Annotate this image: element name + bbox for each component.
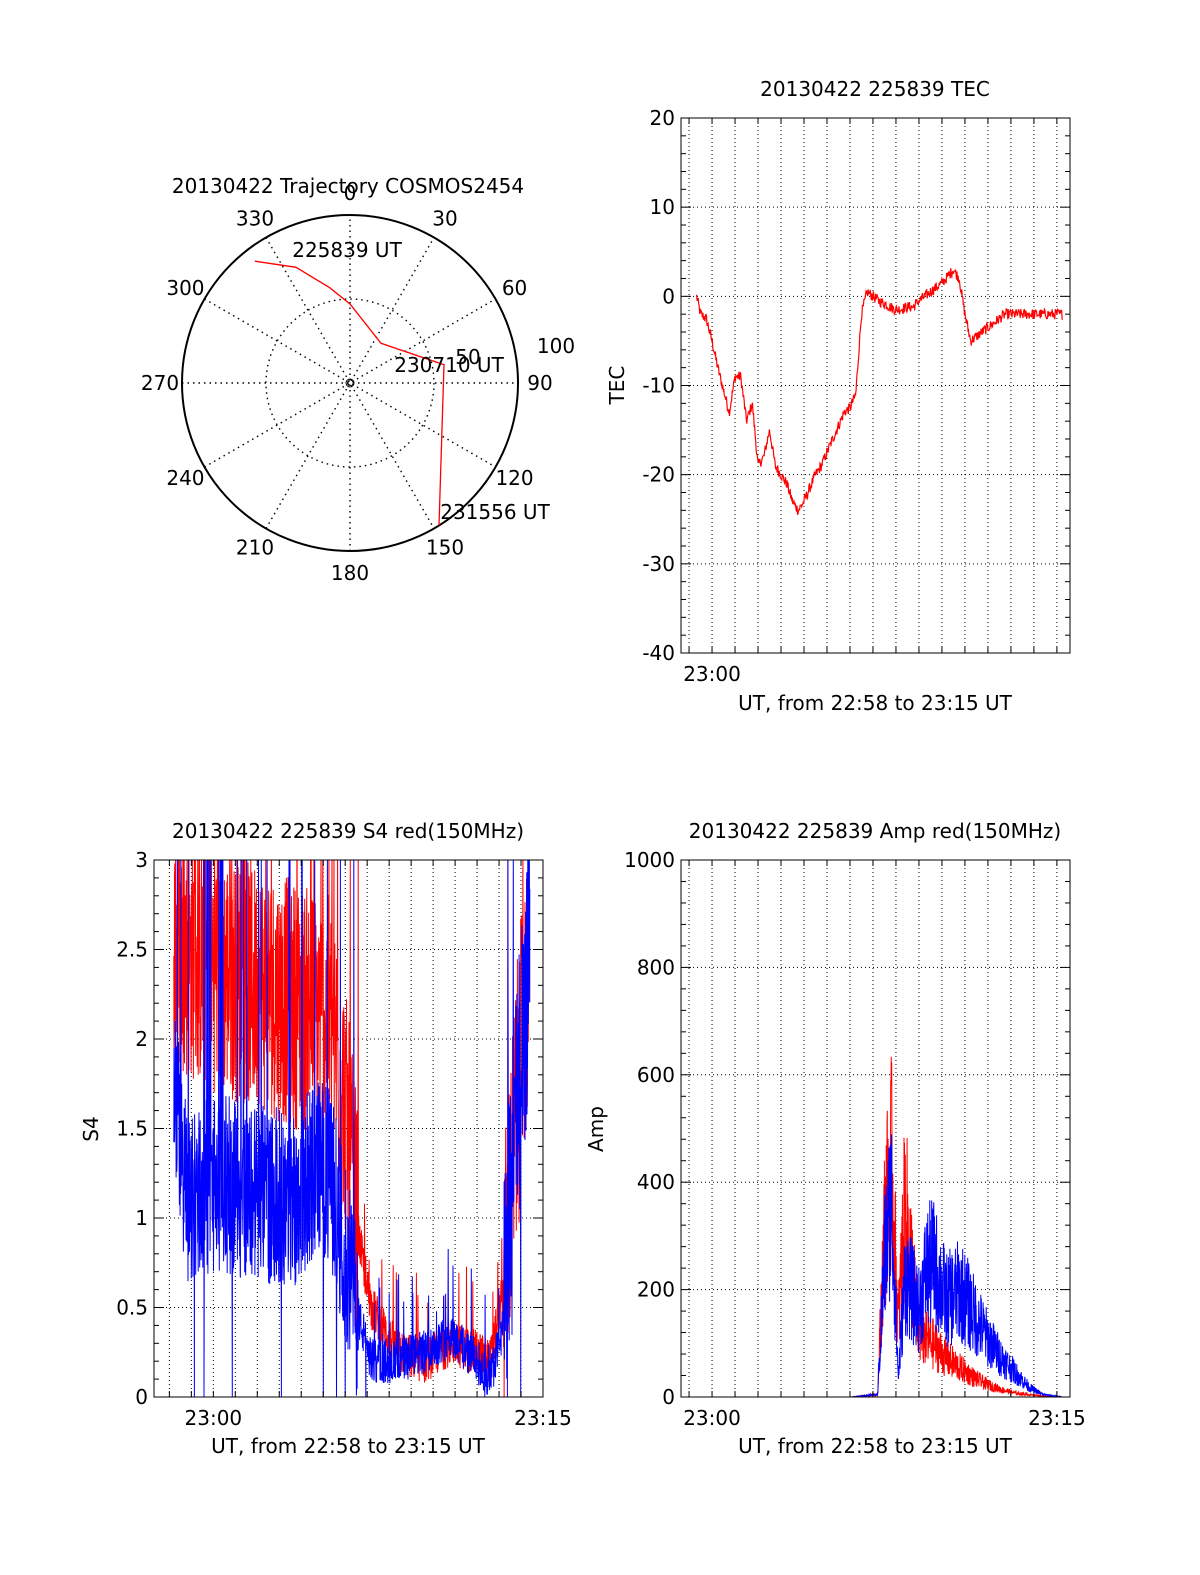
tec-line-chart: 20130422 225839 TEC UT, from 22:58 to 23… [605, 77, 1071, 715]
amp-y-tick-label: 1000 [624, 848, 675, 872]
tec-y-tick-label: 20 [650, 106, 675, 130]
polar-angle-label: 0 [344, 181, 357, 205]
polar-angle-label: 330 [236, 206, 274, 230]
s4-y-axis-label: S4 [79, 1116, 103, 1141]
polar-spoke [204, 298, 496, 468]
s4-series-blue [173, 860, 531, 1397]
polar-angle-label: 180 [331, 561, 369, 585]
tec-x-tick-label: 23:00 [683, 662, 741, 686]
polar-angle-label: 240 [166, 466, 204, 490]
tec-y-tick-label: 10 [650, 195, 675, 219]
polar-radial-label: 100 [537, 334, 575, 358]
polar-spoke [265, 237, 435, 529]
tec-chart-title: 20130422 225839 TEC [760, 77, 990, 101]
s4-chart-title: 20130422 225839 S4 red(150MHz) [172, 819, 524, 843]
tec-series-red [696, 268, 1063, 516]
polar-angle-label: 30 [432, 206, 457, 230]
polar-angle-label: 270 [141, 371, 179, 395]
tec-y-tick-label: -20 [642, 463, 675, 487]
polar-angle-label: 90 [527, 371, 552, 395]
s4-y-tick-label: 3 [135, 848, 148, 872]
s4-y-tick-label: 2 [135, 1027, 148, 1051]
amp-y-axis-label: Amp [584, 1106, 608, 1152]
polar-spoke [265, 237, 435, 529]
s4-series-red [173, 860, 531, 1397]
amp-series-red [698, 1056, 1064, 1397]
polar-inner-ring [265, 298, 435, 468]
polar-angle-label: 210 [236, 536, 274, 560]
tec-y-tick-label: 0 [662, 284, 675, 308]
amp-chart-title: 20130422 225839 Amp red(150MHz) [689, 819, 1061, 843]
amp-y-tick-label: 200 [637, 1278, 675, 1302]
polar-angle-label: 120 [495, 466, 533, 490]
amp-y-tick-label: 400 [637, 1170, 675, 1194]
tec-plot-frame [680, 117, 1071, 654]
tec-y-tick-label: -10 [642, 374, 675, 398]
amp-x-tick-label: 23:15 [1028, 1406, 1086, 1430]
s4-line-chart: 20130422 225839 S4 red(150MHz) UT, from … [79, 819, 572, 1458]
tec-x-axis-label: UT, from 22:58 to 23:15 UT [738, 691, 1013, 715]
amp-y-tick-label: 600 [637, 1063, 675, 1087]
amp-x-axis-label: UT, from 22:58 to 23:15 UT [738, 1434, 1013, 1458]
polar-trajectory-line [254, 260, 445, 526]
amp-series-blue [698, 1134, 1064, 1397]
amp-y-tick-label: 800 [637, 955, 675, 979]
polar-time-annotation: 230710 UT [394, 353, 504, 377]
amp-x-tick-label: 23:00 [683, 1406, 741, 1430]
amp-plot-frame [680, 859, 1071, 1398]
polar-radial-label: 50 [455, 345, 480, 369]
polar-chart-title: 20130422 Trajectory COSMOS2454 [172, 174, 524, 198]
polar-time-annotation: 231556 UT [440, 500, 550, 524]
polar-angle-label: 150 [426, 536, 464, 560]
s4-x-tick-label: 23:00 [185, 1406, 243, 1430]
polar-spoke [204, 298, 496, 468]
polar-angle-label: 300 [166, 276, 204, 300]
s4-y-tick-label: 1 [135, 1206, 148, 1230]
polar-angle-label: 60 [502, 276, 527, 300]
amp-line-chart: 20130422 225839 Amp red(150MHz) UT, from… [584, 819, 1086, 1458]
tec-y-axis-label: TEC [605, 366, 629, 406]
tec-y-tick-label: -30 [642, 552, 675, 576]
tec-y-tick-label: -40 [642, 641, 675, 665]
s4-x-axis-label: UT, from 22:58 to 23:15 UT [211, 1434, 486, 1458]
s4-y-tick-label: 2.5 [116, 938, 148, 962]
s4-y-tick-label: 1.5 [116, 1117, 148, 1141]
s4-x-tick-label: 23:15 [514, 1406, 572, 1430]
amp-y-tick-label: 0 [662, 1385, 675, 1409]
s4-y-tick-label: 0.5 [116, 1296, 148, 1320]
s4-y-tick-label: 0 [135, 1385, 148, 1409]
polar-time-annotation: 225839 UT [292, 238, 402, 262]
polar-trajectory-chart: 20130422 Trajectory COSMOS2454 0 30 60 90 12… [141, 174, 575, 585]
